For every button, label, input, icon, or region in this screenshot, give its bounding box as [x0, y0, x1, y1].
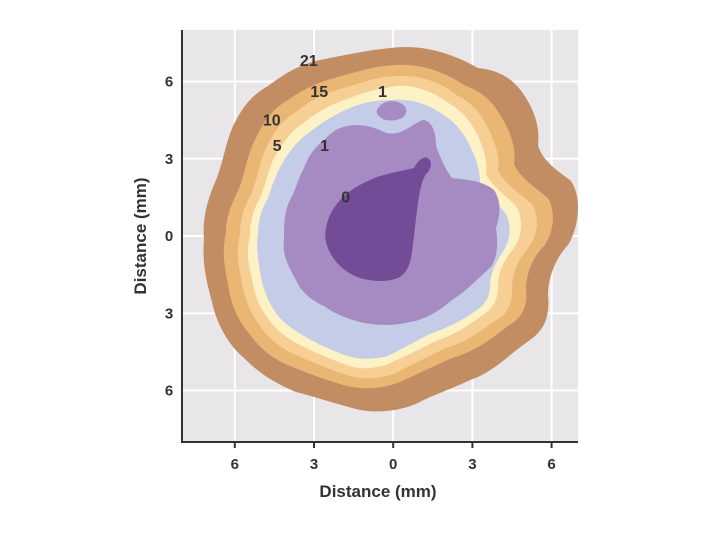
- contour-label: 1: [320, 138, 329, 155]
- x-axis-title: Distance (mm): [319, 482, 436, 501]
- x-tick-label: 6: [547, 456, 555, 473]
- x-tick-label: 6: [231, 456, 239, 473]
- y-tick-label: 3: [165, 151, 173, 168]
- contour-level-0: [325, 157, 431, 281]
- y-axis-ticks: 6 3 0 3 6: [165, 74, 173, 400]
- y-tick-label: 6: [165, 383, 173, 400]
- contour-regions: [203, 46, 579, 412]
- contour-label: 21: [300, 53, 318, 70]
- y-tick-label: 0: [165, 228, 173, 245]
- contour-level-1-small: [376, 101, 407, 121]
- contour-label: 15: [310, 84, 328, 101]
- contour-label: 10: [263, 112, 281, 129]
- contour-label: 1: [378, 84, 387, 101]
- x-tick-label: 3: [310, 456, 318, 473]
- contour-label: 0: [341, 190, 350, 207]
- y-tick-label: 6: [165, 74, 173, 91]
- x-axis-ticks: 6 3 0 3 6: [231, 442, 556, 473]
- x-tick-label: 0: [389, 456, 397, 473]
- x-tick-label: 3: [468, 456, 476, 473]
- y-axis-title: Distance (mm): [131, 177, 150, 294]
- y-tick-label: 3: [165, 305, 173, 322]
- contour-label: 5: [273, 138, 282, 155]
